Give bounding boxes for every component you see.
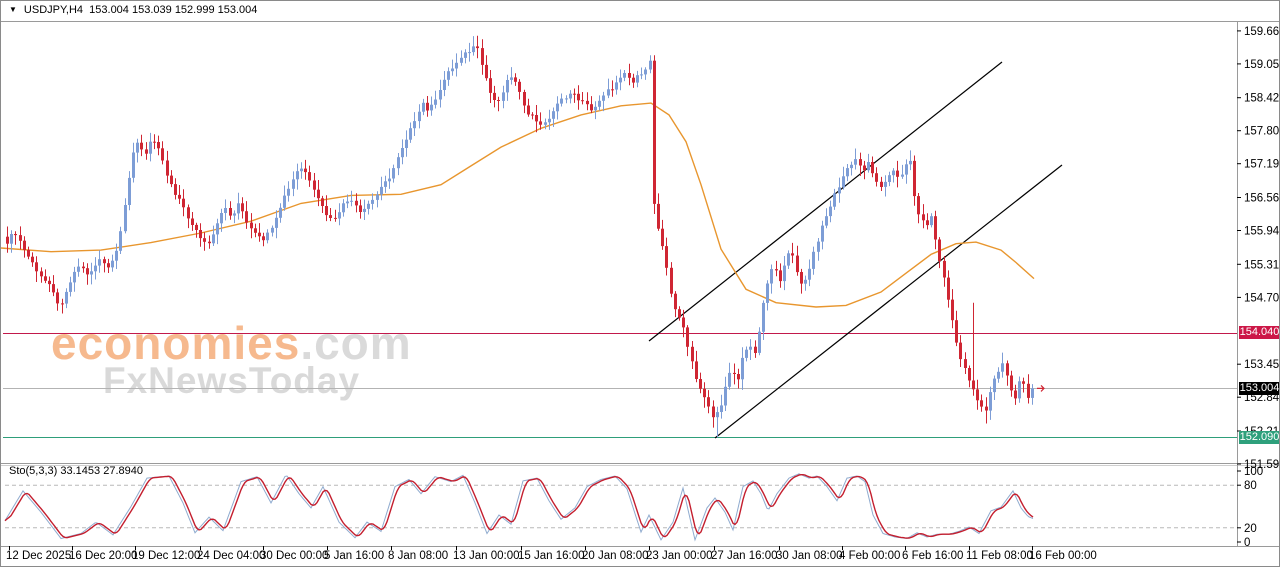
- watermark-subtitle: FxNewsToday: [103, 360, 361, 401]
- trendline-1: [648, 61, 1003, 342]
- stoch-tick-label: 100: [1244, 466, 1263, 478]
- price-tick-label: 151.595: [1244, 459, 1280, 471]
- price-tick-label: 153.455: [1244, 359, 1280, 371]
- price-tick-label: 159.050: [1244, 59, 1280, 71]
- trendline-2: [714, 164, 1063, 439]
- time-tick-label: 23 Jan 00:00: [646, 550, 713, 562]
- symbol-timeframe-label: USDJPY,H4: [23, 4, 84, 16]
- ohlc-low: 152.999: [174, 4, 215, 16]
- stoch-tick-label: 20: [1244, 523, 1257, 535]
- time-tick-label: 30 Dec 00:00: [260, 550, 328, 562]
- current-price-badge: 153.004: [1239, 382, 1280, 395]
- price-tick-label: 155.315: [1244, 259, 1280, 271]
- time-tick-label: 12 Dec 2025: [6, 550, 71, 562]
- time-tick-label: 20 Jan 08:00: [582, 550, 649, 562]
- moving-average-line: [1, 102, 1035, 308]
- time-tick-label: 27 Jan 16:00: [711, 550, 778, 562]
- ohlc-close: 153.004: [217, 4, 258, 16]
- time-tick-label: 5 Jan 16:00: [324, 550, 384, 562]
- price-tick-label: 154.700: [1244, 292, 1280, 304]
- price-tick-label: 157.805: [1244, 126, 1280, 138]
- resistance-price-badge: 154.040: [1239, 326, 1280, 339]
- time-tick-label: 15 Jan 16:00: [518, 550, 585, 562]
- price-tick-label: 155.945: [1244, 226, 1280, 238]
- chart-title: ▼ USDJPY,H4 153.004 153.039 152.999 153.0…: [9, 4, 257, 16]
- candlestick-series: [6, 35, 1034, 438]
- watermark: economies.com FxNewsToday: [51, 317, 412, 401]
- time-tick-label: 19 Dec 12:00: [132, 550, 200, 562]
- stoch-tick-label: 80: [1244, 480, 1257, 492]
- time-tick-label: 4 Feb 00:00: [839, 550, 900, 562]
- panel-separators: [1, 21, 1279, 547]
- price-tick-label: 159.665: [1244, 26, 1280, 38]
- time-tick-label: 16 Dec 20:00: [69, 550, 137, 562]
- price-tick-label: 152.840: [1244, 392, 1280, 404]
- stochastic-label: Sto(5,3,3) 33.1453 27.8940: [9, 465, 143, 477]
- stoch-tick-label: 0: [1244, 537, 1250, 549]
- time-tick-label: 6 Feb 16:00: [902, 550, 963, 562]
- price-tick-label: 158.420: [1244, 93, 1280, 105]
- trendlines[interactable]: [648, 61, 1063, 439]
- stochastic-name: Sto(5,3,3): [9, 465, 58, 477]
- stochastic-d-value: 27.8940: [103, 465, 143, 477]
- stoch-k-line: [4, 473, 1034, 542]
- price-tick-label: 157.190: [1244, 159, 1280, 171]
- horizontal-price-lines: [3, 333, 1237, 438]
- price-tick-label: 156.560: [1244, 193, 1280, 205]
- ohlc-open: 153.004: [89, 4, 129, 16]
- chart-header: ▼ USDJPY,H4 153.004 153.039 152.999 153.0…: [1, 1, 1279, 22]
- support-price-badge: 152.090: [1239, 431, 1280, 444]
- symbol-dropdown-icon[interactable]: ▼: [9, 5, 17, 14]
- time-tick-label: 8 Jan 08:00: [388, 550, 448, 562]
- current-price-arrow-icon: [1037, 384, 1045, 392]
- watermark-brand: economies.com: [51, 317, 412, 369]
- time-tick-label: 13 Jan 00:00: [453, 550, 520, 562]
- price-axis[interactable]: 159.665 159.050 158.420 157.805 157.190 156.5…: [1237, 26, 1280, 471]
- panel-splitter[interactable]: [1, 462, 1279, 466]
- time-tick-label: 24 Dec 04:00: [197, 550, 265, 562]
- time-tick-label: 11 Feb 08:00: [966, 550, 1033, 562]
- stochastic-k-value: 33.1453: [60, 465, 101, 477]
- time-tick-label: 30 Jan 08:00: [776, 550, 843, 562]
- time-tick-label: 16 Feb 00:00: [1029, 550, 1097, 562]
- stochastic-panel[interactable]: 100 80 20 0: [4, 466, 1263, 549]
- stoch-d-line: [4, 474, 1034, 539]
- ohlc-high: 153.039: [131, 4, 172, 16]
